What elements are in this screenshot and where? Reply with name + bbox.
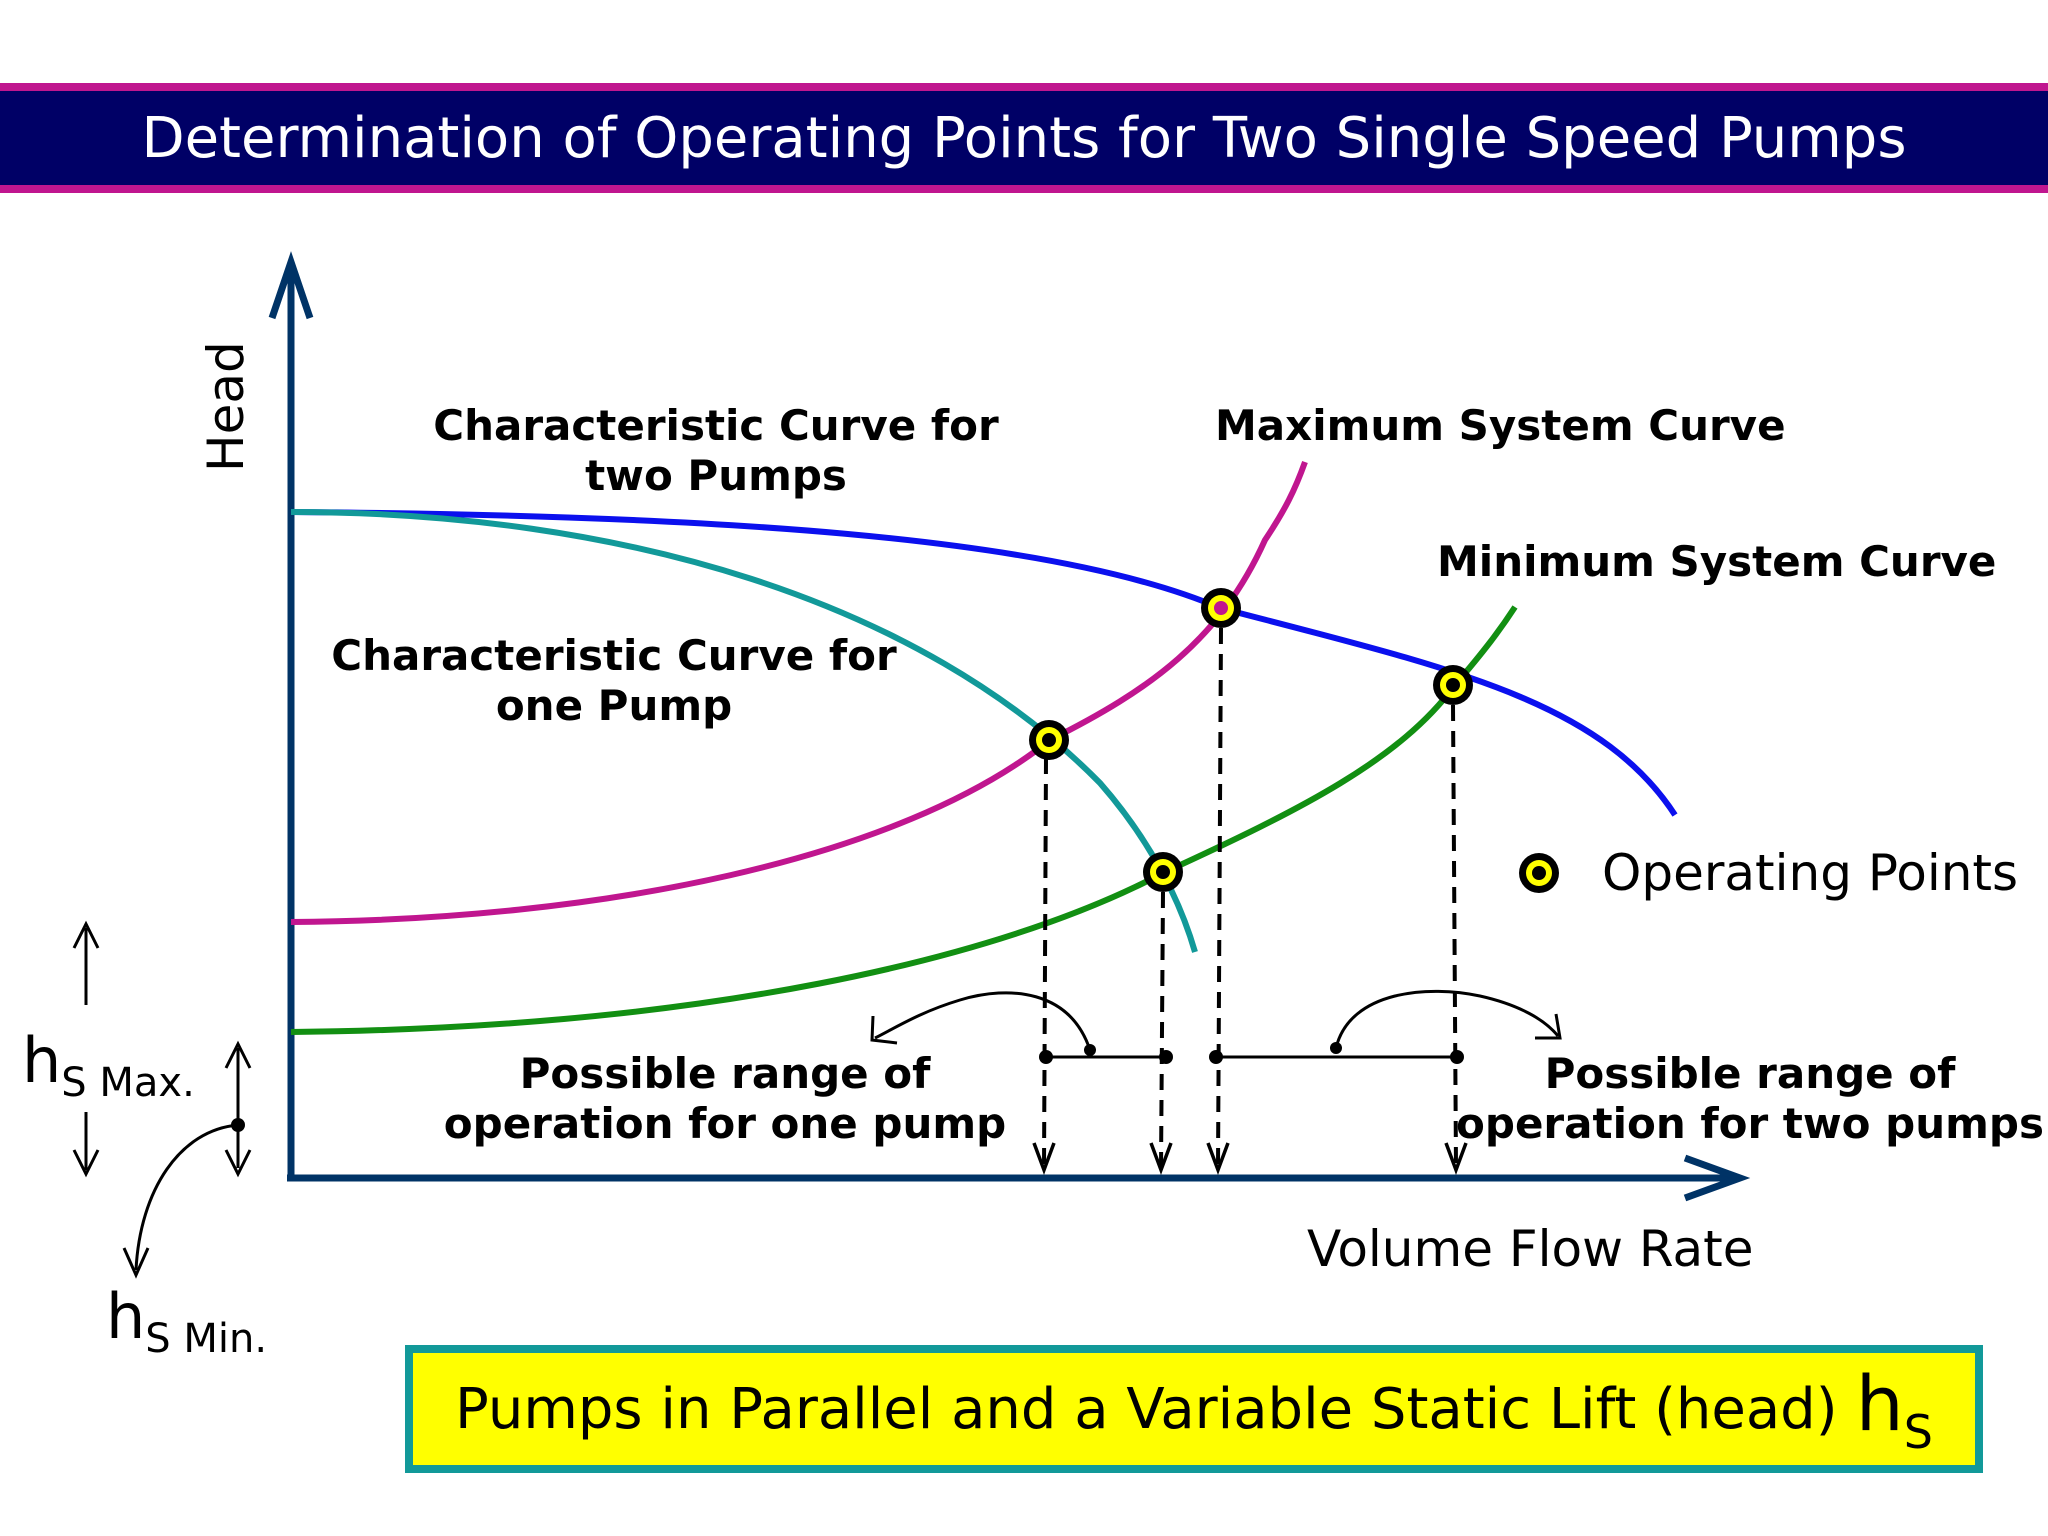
pointer-arrow-one-pump-range bbox=[874, 991, 1092, 1051]
x-axis-label: Volume Flow Rate bbox=[1307, 1220, 1754, 1278]
title-bar: Determination of Operating Points for Tw… bbox=[0, 83, 2048, 193]
operating-point-one-pump-max-system bbox=[1029, 720, 1069, 760]
two-pumps-range-label-line2: operation for two pumps bbox=[1456, 1099, 2044, 1148]
operating-point-one-pump-min-system bbox=[1143, 852, 1183, 892]
static-lift-min-label: hS Min. bbox=[106, 1280, 267, 1362]
y-axis-label: Head bbox=[197, 341, 255, 472]
axes bbox=[268, 251, 1751, 1202]
drop-line-one-pump-max bbox=[1042, 757, 1048, 1169]
caption-box: Pumps in Parallel and a Variable Static … bbox=[405, 1345, 1983, 1473]
static-lift-min-subscript: S Min. bbox=[145, 1316, 267, 1362]
caption-symbol-subscript: S bbox=[1903, 1405, 1933, 1459]
two-pumps-curve-label-line1: Characteristic Curve for bbox=[433, 401, 999, 450]
operating-point-markers bbox=[1029, 588, 1473, 892]
minimum-system-curve-label: Minimum System Curve bbox=[1437, 537, 1996, 586]
legend-operating-point-icon bbox=[1519, 853, 1559, 893]
pointer-arrow-two-pumps-range bbox=[1334, 989, 1560, 1049]
operating-point-two-pumps-min-system bbox=[1433, 665, 1473, 705]
caption-text: Pumps in Parallel and a Variable Static … bbox=[455, 1376, 1838, 1442]
one-pump-range-label-line2: operation for one pump bbox=[444, 1099, 1006, 1148]
operating-point-two-pumps-max-system bbox=[1201, 588, 1241, 628]
maximum-system-curve-label: Maximum System Curve bbox=[1215, 401, 1786, 450]
static-lift-indicators bbox=[72, 920, 252, 1279]
static-lift-max-subscript: S Max. bbox=[61, 1060, 195, 1106]
y-axis-arrowhead bbox=[268, 251, 314, 320]
one-pump-curve-label-line2: one Pump bbox=[496, 681, 732, 730]
drop-lines bbox=[1042, 627, 1458, 1169]
static-lift-max-label: hS Max. bbox=[22, 1024, 195, 1106]
drop-line-one-pump-min bbox=[1159, 891, 1165, 1169]
two-pumps-range-label-line1: Possible range of bbox=[1545, 1049, 1957, 1098]
drop-line-two-pumps-max bbox=[1216, 627, 1223, 1169]
legend-operating-points-label: Operating Points bbox=[1602, 844, 2018, 902]
one-pump-curve-label-line1: Characteristic Curve for bbox=[331, 631, 897, 680]
slide-title: Determination of Operating Points for Tw… bbox=[141, 105, 1907, 171]
one-pump-range-label-line1: Possible range of bbox=[520, 1049, 932, 1098]
static-lift-dot bbox=[231, 1118, 245, 1132]
caption-symbol-h: h bbox=[1855, 1359, 1904, 1448]
static-lift-min-symbol: h bbox=[106, 1280, 145, 1353]
two-pumps-curve-label-line2: two Pumps bbox=[585, 451, 847, 500]
x-axis-arrowhead bbox=[1683, 1154, 1751, 1202]
two-pumps-characteristic-curve bbox=[290, 509, 1678, 817]
drop-arrowheads bbox=[1032, 1142, 1468, 1176]
caption-symbol: hS bbox=[1856, 1359, 1933, 1459]
range-dots bbox=[1039, 1042, 1464, 1064]
static-lift-max-symbol: h bbox=[22, 1024, 61, 1097]
